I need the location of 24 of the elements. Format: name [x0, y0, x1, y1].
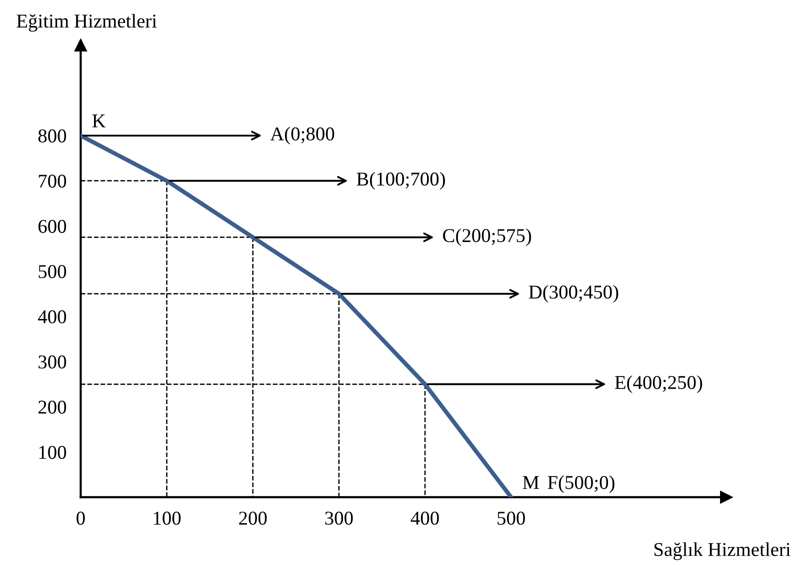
y-tick-label: 400 [38, 310, 66, 324]
annotation: K [92, 114, 106, 128]
data-label: E(400;250) [614, 375, 702, 394]
data-label: F(500;0) [548, 475, 614, 494]
y-tick-label: 600 [38, 220, 66, 233]
data-label: A(0;800 [270, 126, 334, 144]
y-tick-label: 800 [38, 129, 66, 143]
data-label: B(100;700) [356, 172, 445, 190]
y-tick-label: 100 [39, 446, 66, 459]
x-tick-label: 500 [498, 512, 525, 525]
y-tick-label: 300 [38, 355, 66, 369]
x-axis-title: Sağlık Hizmetleri [654, 542, 790, 560]
x-tick-label: 300 [325, 512, 353, 525]
data-label: C(200;575) [443, 228, 532, 246]
x-tick-label: 400 [410, 512, 439, 525]
x-tick-label: 100 [154, 512, 181, 525]
y-axis-title: Eğitim Hizmetleri [16, 14, 157, 32]
x-tick-label: 0 [76, 512, 85, 525]
y-tick-label: 200 [38, 400, 66, 414]
x-tick-label: 200 [239, 512, 267, 525]
y-tick-label: 700 [38, 174, 66, 188]
data-label: D(300;450) [528, 284, 618, 303]
annotation: M [522, 476, 539, 489]
y-tick-label: 500 [38, 265, 66, 278]
